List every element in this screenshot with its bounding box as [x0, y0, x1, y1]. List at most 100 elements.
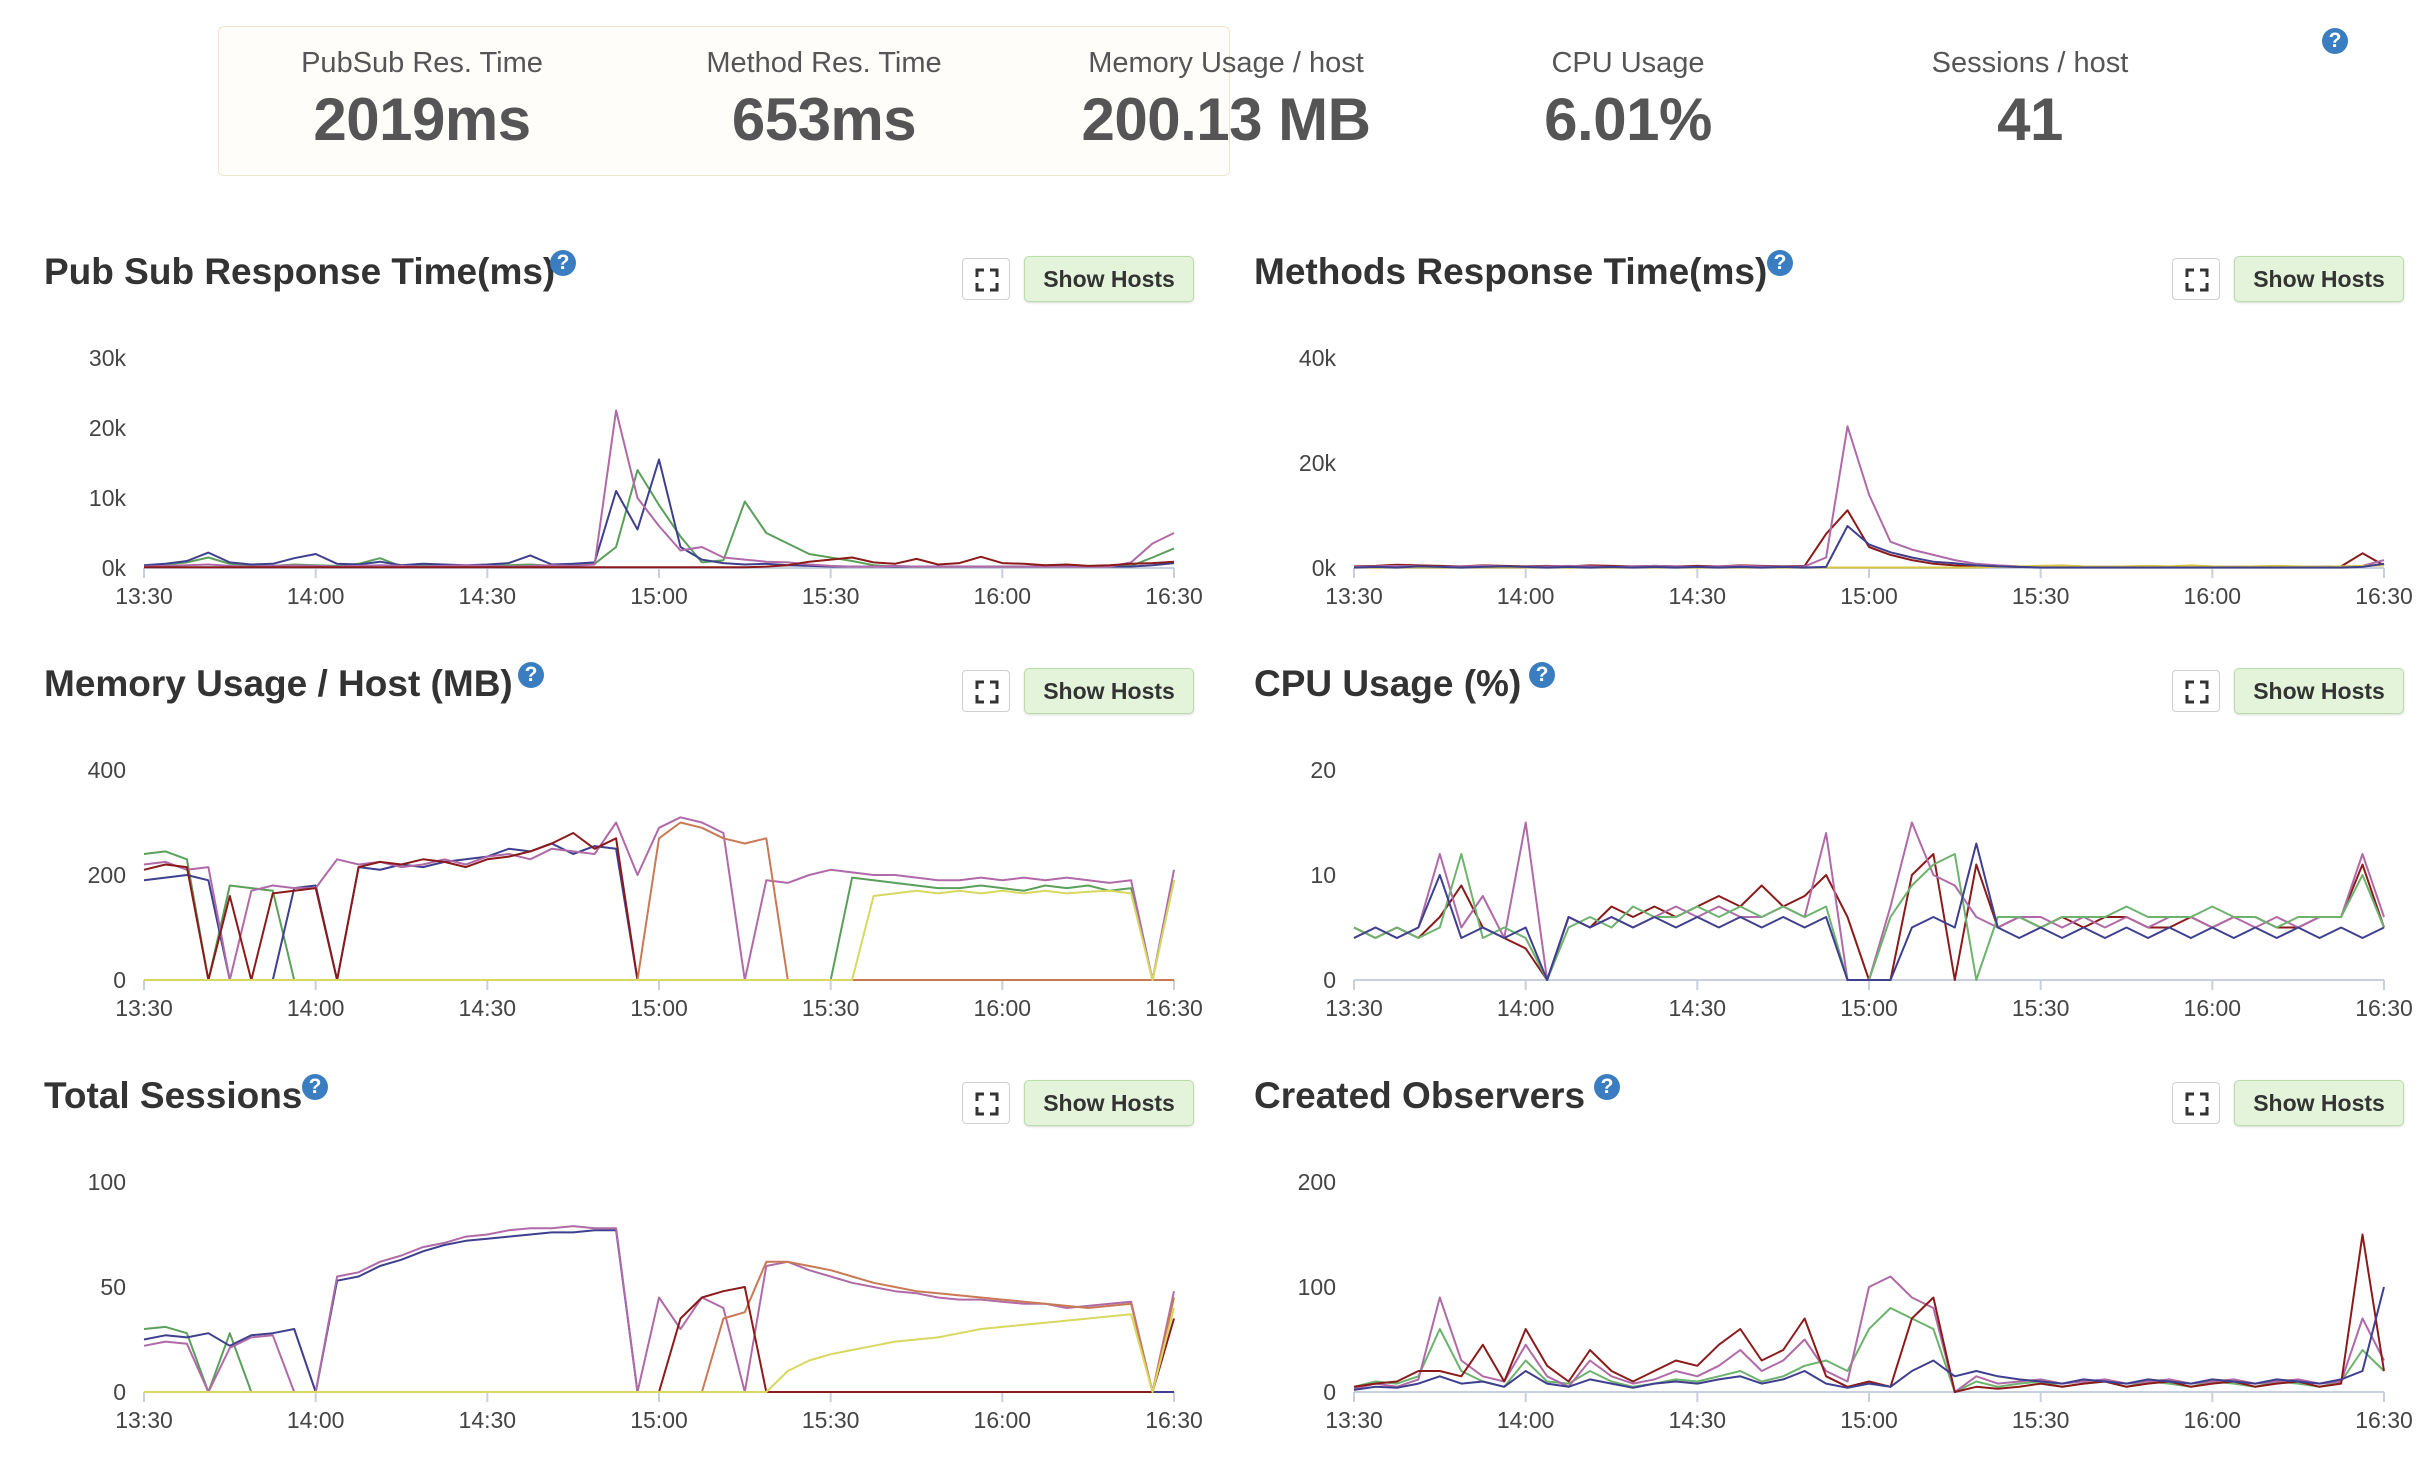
- stat-value: 41: [1997, 86, 2063, 153]
- x-tick-label: 16:00: [2184, 1407, 2242, 1433]
- expand-icon: [2185, 680, 2209, 704]
- panel-title: Memory Usage / Host (MB): [44, 663, 513, 704]
- x-tick-label: 16:30: [2355, 583, 2413, 609]
- series-line: [143, 842, 1174, 981]
- series-line: [1353, 525, 2385, 569]
- expand-icon: [975, 680, 999, 704]
- series-line: [1353, 1233, 2385, 1393]
- y-tick-label: 100: [88, 1169, 126, 1195]
- x-tick-label: 15:30: [2012, 1407, 2070, 1433]
- summary-bar: PubSub Res. Time 2019ms Method Res. Time…: [218, 26, 2128, 176]
- stat-value: 6.01%: [1544, 86, 1712, 153]
- show-hosts-button[interactable]: Show Hosts: [1024, 668, 1194, 714]
- y-tick-label: 200: [88, 862, 126, 888]
- x-tick-label: 16:00: [2184, 995, 2242, 1021]
- y-tick-label: 100: [1298, 1274, 1336, 1300]
- series-line: [143, 850, 1175, 981]
- series-line: [143, 1225, 1175, 1393]
- chart-sessions: 0 50 100 13:30 14:00 14:30 15:00 15:30 16:00 16:3…: [88, 1169, 1203, 1433]
- expand-button[interactable]: [2172, 670, 2220, 712]
- series-line: [143, 458, 1175, 568]
- panel-title: CPU Usage (%): [1254, 663, 1522, 704]
- x-tick-label: 13:30: [115, 1407, 173, 1433]
- help-icon[interactable]: ?: [1529, 662, 1555, 688]
- show-hosts-button[interactable]: Show Hosts: [1024, 256, 1194, 302]
- stat-label: Method Res. Time: [706, 47, 942, 79]
- panel-title: Total Sessions: [44, 1075, 303, 1116]
- expand-button[interactable]: [962, 1082, 1010, 1124]
- help-icon[interactable]: ?: [1594, 1074, 1620, 1100]
- expand-icon: [975, 1092, 999, 1116]
- x-tick-label: 14:00: [287, 995, 345, 1021]
- series-line: [144, 821, 1174, 981]
- stat-label: Memory Usage / host: [1088, 47, 1364, 79]
- stat-pubsub: PubSub Res. Time 2019ms: [242, 45, 602, 159]
- y-tick-label: 0: [1323, 967, 1336, 993]
- y-tick-label: 0k: [1312, 555, 1337, 581]
- panel-total-sessions: Total Sessions ? Show Hosts 0 50 100 13:30 1…: [44, 1074, 1214, 1474]
- chart-methods: 0k 20k 40k 13:30 14:00 14:30 15:00 15:30 16:00 16…: [1299, 345, 2413, 609]
- y-tick-label: 50: [100, 1274, 126, 1300]
- x-tick-label: 16:00: [974, 1407, 1032, 1433]
- y-tick-label: 10: [1310, 862, 1336, 888]
- chart-cpu: 0 10 20 13:30 14:00 14:30 15:00 15:30 16:00 16:30: [1310, 757, 2412, 1021]
- expand-button[interactable]: [2172, 258, 2220, 300]
- x-tick-label: 16:30: [2355, 1407, 2413, 1433]
- x-tick-label: 15:00: [1840, 583, 1898, 609]
- x-tick-label: 16:30: [1145, 1407, 1203, 1433]
- series-line: [1353, 821, 2385, 981]
- x-tick-label: 15:00: [630, 583, 688, 609]
- help-icon[interactable]: ?: [550, 250, 576, 276]
- series-line: [143, 832, 1174, 981]
- x-tick-label: 14:00: [287, 583, 345, 609]
- x-tick-label: 13:30: [115, 995, 173, 1021]
- series-line: [1353, 842, 2385, 981]
- stat-memory: Memory Usage / host 200.13 MB: [1046, 45, 1406, 159]
- expand-button[interactable]: [962, 258, 1010, 300]
- x-tick-label: 14:30: [459, 1407, 517, 1433]
- series-line: [1353, 1275, 2385, 1393]
- stat-label: PubSub Res. Time: [301, 47, 543, 79]
- panel-methods-response-time: Methods Response Time(ms) ? Show Hosts 0…: [1254, 250, 2424, 650]
- series-line: [144, 1260, 1175, 1393]
- stat-value: 653ms: [731, 86, 917, 153]
- help-icon[interactable]: ?: [1767, 250, 1793, 276]
- y-tick-label: 20k: [89, 415, 127, 441]
- stat-label: CPU Usage: [1551, 47, 1705, 79]
- show-hosts-button[interactable]: Show Hosts: [2234, 668, 2404, 714]
- x-tick-label: 14:00: [1497, 583, 1555, 609]
- panel-pubsub-response-time: Pub Sub Response Time(ms) ? Show Hosts 0…: [44, 250, 1214, 650]
- stat-value: 200.13 MB: [1081, 86, 1372, 153]
- panel-title: Created Observers: [1254, 1075, 1586, 1116]
- x-tick-label: 16:30: [1145, 583, 1203, 609]
- x-tick-label: 14:30: [459, 583, 517, 609]
- show-hosts-button[interactable]: Show Hosts: [2234, 1080, 2404, 1126]
- y-tick-label: 0: [113, 1379, 126, 1405]
- y-tick-label: 0k: [102, 555, 127, 581]
- x-tick-label: 13:30: [115, 583, 173, 609]
- y-tick-label: 20k: [1299, 450, 1337, 476]
- help-icon[interactable]: ?: [2322, 28, 2348, 54]
- x-tick-label: 15:30: [802, 583, 860, 609]
- help-icon[interactable]: ?: [302, 1074, 328, 1100]
- x-tick-label: 15:30: [802, 1407, 860, 1433]
- expand-button[interactable]: [2172, 1082, 2220, 1124]
- stat-sessions: Sessions / host 41: [1850, 45, 2210, 159]
- expand-button[interactable]: [962, 670, 1010, 712]
- series-line: [143, 1229, 1174, 1393]
- help-icon[interactable]: ?: [518, 662, 544, 688]
- series-line: [143, 1325, 1174, 1393]
- x-tick-label: 16:30: [1145, 995, 1203, 1021]
- chart-memory: 0 200 400 13:30 14:00 14:30 15:00 15:30 16:00 16:…: [88, 757, 1203, 1021]
- x-tick-label: 15:30: [802, 995, 860, 1021]
- x-tick-label: 15:00: [630, 995, 688, 1021]
- show-hosts-button[interactable]: Show Hosts: [2234, 256, 2404, 302]
- y-tick-label: 0: [113, 967, 126, 993]
- show-hosts-button[interactable]: Show Hosts: [1024, 1080, 1194, 1126]
- series-line: [143, 469, 1175, 568]
- series-line: [144, 555, 1175, 569]
- panel-created-observers: Created Observers ? Show Hosts 0 100 200 13…: [1254, 1074, 2424, 1474]
- y-tick-label: 0: [1323, 1379, 1336, 1405]
- series-line: [143, 409, 1175, 568]
- x-tick-label: 14:00: [1497, 1407, 1555, 1433]
